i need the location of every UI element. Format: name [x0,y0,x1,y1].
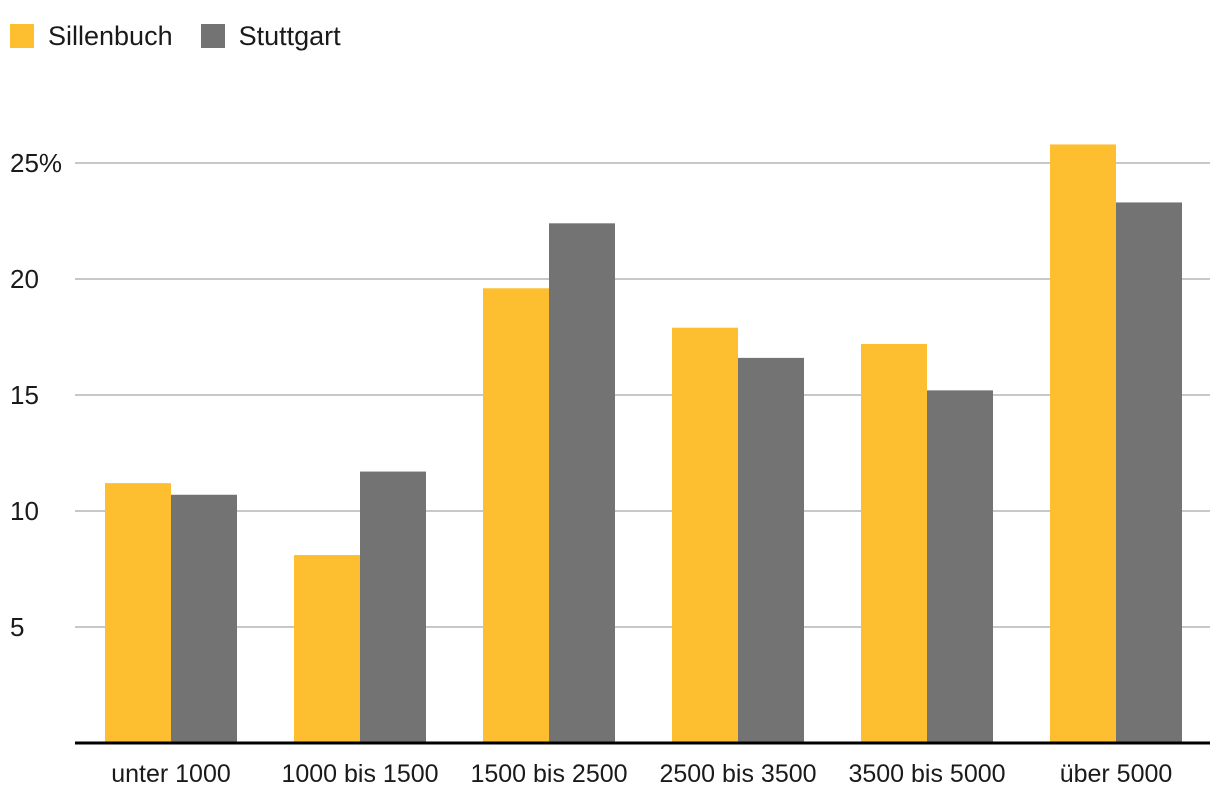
legend-swatch-stuttgart [200,24,225,48]
bar-sillenbuch-1000-bis-1500 [294,555,360,743]
legend-item-sillenbuch: Sillenbuch [10,20,173,52]
bar-stuttgart-3500-bis-5000 [927,390,993,743]
legend-label-stuttgart: Stuttgart [238,21,341,51]
legend: Sillenbuch Stuttgart [10,20,369,52]
bar-stuttgart-1500-bis-2500 [549,223,615,743]
bar-stuttgart-2500-bis-3500 [738,357,804,743]
x-tick-label-unter-1000: unter 1000 [111,760,231,788]
legend-swatch-sillenbuch [10,24,34,48]
bar-sillenbuch-3500-bis-5000 [861,343,927,743]
bar-stuttgart-1000-bis-1500 [360,471,426,743]
bar-sillenbuch-2500-bis-3500 [672,327,738,743]
y-tick-label-15: 15 [10,380,39,410]
legend-label-sillenbuch: Sillenbuch [48,21,173,51]
bar-sillenbuch-ber-5000 [1050,144,1116,743]
bar-sillenbuch-1500-bis-2500 [483,288,549,743]
x-tick-label-2500-bis-3500: 2500 bis 3500 [659,760,816,788]
x-tick-label-1500-bis-2500: 1500 bis 2500 [470,760,627,788]
x-axis-category-labels: unter 1000 1000 bis 1500 1500 bis 2500 2500… [111,760,1172,788]
bar-sillenbuch-unter-1000 [105,483,171,743]
x-tick-label-3500-bis-5000: 3500 bis 5000 [848,760,1005,788]
legend-item-stuttgart: Stuttgart [200,20,341,52]
x-tick-label-1000-bis-1500: 1000 bis 1500 [281,760,438,788]
y-axis-tick-labels: 5 10 15 20 25% [10,148,62,642]
bar-stuttgart-ber-5000 [1116,202,1182,743]
y-tick-label-5: 5 [10,612,24,642]
y-tick-label-20: 20 [10,264,39,294]
y-tick-label-10: 10 [10,496,39,526]
bars [105,144,1182,743]
x-tick-label-ber-5000: über 5000 [1060,760,1173,788]
bar-stuttgart-unter-1000 [171,494,237,743]
y-tick-label-25: 25% [10,148,62,178]
gridlines [75,162,1210,628]
